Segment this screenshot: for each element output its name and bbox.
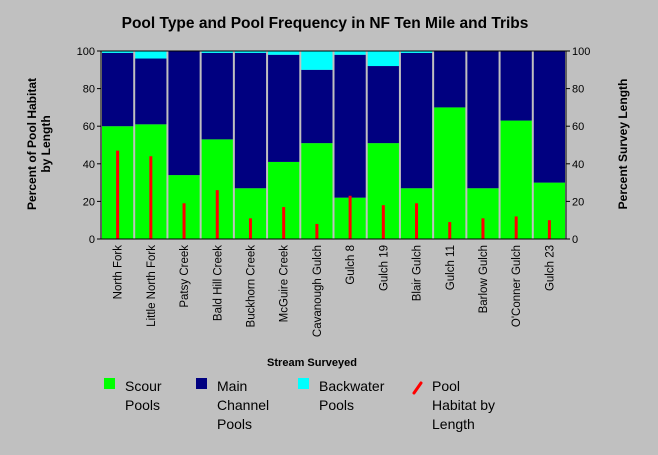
category-label: Gulch 19 xyxy=(378,245,390,291)
right-axis-label: Percent Survey Length xyxy=(616,79,630,210)
main-channel-pools-bar xyxy=(367,66,399,144)
category-label: Gulch 11 xyxy=(445,245,457,290)
left-axis-label-line1: Percent of Pool Habitat xyxy=(25,78,39,210)
backwater-pools-bar xyxy=(234,51,267,53)
legend-label: Channel xyxy=(217,397,269,413)
left-tick-label: 40 xyxy=(83,159,95,171)
main-channel-pools-bar xyxy=(135,58,167,125)
category-label: Barlow Gulch xyxy=(478,245,490,313)
category-label: Gulch 8 xyxy=(345,245,357,285)
main-channel-pools-bar xyxy=(168,51,200,176)
x-axis-label: Stream Surveyed xyxy=(267,357,357,369)
right-tick-label: 80 xyxy=(572,84,584,96)
legend-item: Scour Pools xyxy=(104,378,162,413)
legend-label: Pools xyxy=(125,397,160,413)
left-tick-label: 60 xyxy=(83,121,95,133)
main-channel-pools-bar xyxy=(301,69,333,144)
backwater-pools-bar xyxy=(400,51,433,53)
left-tick-label: 20 xyxy=(83,196,95,208)
category-label: Cavanough Gulch xyxy=(312,245,324,337)
category-label: O'Conner Gulch xyxy=(511,245,523,327)
backwater-pools-bar xyxy=(201,51,233,53)
category-label: Patsy Creek xyxy=(179,245,191,308)
legend-item: Pool Habitat by Length xyxy=(412,378,495,432)
backwater-pools-bar xyxy=(334,51,366,55)
plot-frame xyxy=(100,50,567,240)
category-label: Blair Gulch xyxy=(412,245,424,301)
legend-label: Pools xyxy=(217,416,252,432)
right-tick-label: 40 xyxy=(572,159,584,171)
main-channel-pools-bar xyxy=(467,51,499,189)
right-tick-label: 0 xyxy=(572,234,578,246)
main-channel-pools-bar xyxy=(400,52,433,189)
legend-label: Habitat by xyxy=(432,397,495,413)
category-label: Bald Hill Creek xyxy=(212,245,224,321)
main-channel-pools-bar xyxy=(101,52,134,127)
category-label: North Fork xyxy=(113,245,125,300)
left-tick-label: 0 xyxy=(89,234,95,246)
main-channel-pools-bar xyxy=(434,51,466,108)
legend-label: Scour xyxy=(125,378,162,394)
legend-label: Length xyxy=(432,416,475,432)
main-channel-pools-bar xyxy=(268,54,300,162)
left-axis-label-line2: by Length xyxy=(39,115,53,172)
category-label: McGuire Creek xyxy=(279,245,291,323)
legend: Scour Pools Main Channel Pools Backwater Pools… xyxy=(104,378,495,432)
right-tick-label: 60 xyxy=(572,121,584,133)
green-square-icon xyxy=(104,378,115,389)
backwater-pools-bar xyxy=(268,51,300,55)
bars-layer xyxy=(101,51,566,240)
backwater-pools-bar xyxy=(367,51,399,67)
left-tick-label: 80 xyxy=(83,84,95,96)
category-label: Gulch 23 xyxy=(544,245,556,291)
main-channel-pools-bar xyxy=(234,52,267,189)
red-line-icon xyxy=(412,381,423,395)
main-channel-pools-bar xyxy=(334,54,366,198)
main-channel-pools-bar xyxy=(500,51,532,121)
legend-item: Main Channel Pools xyxy=(196,378,269,432)
scour-pools-bar xyxy=(434,107,466,240)
legend-label: Backwater xyxy=(319,378,385,394)
cyan-square-icon xyxy=(298,378,309,389)
left-tick-label: 100 xyxy=(77,46,95,58)
legend-label: Pool xyxy=(432,378,460,394)
category-label: Little North Fork xyxy=(146,245,158,327)
legend-label: Main xyxy=(217,378,247,394)
legend-item: Backwater Pools xyxy=(298,378,385,413)
backwater-pools-bar xyxy=(301,51,333,70)
right-tick-label: 20 xyxy=(572,196,584,208)
navy-square-icon xyxy=(196,378,207,389)
scour-pools-bar xyxy=(301,143,333,239)
category-label: Buckhorn Creek xyxy=(245,245,257,328)
legend-label: Pools xyxy=(319,397,354,413)
main-channel-pools-bar xyxy=(201,52,233,140)
main-channel-pools-bar xyxy=(533,51,566,183)
right-tick-label: 100 xyxy=(572,46,590,58)
backwater-pools-bar xyxy=(135,51,167,59)
chart-title: Pool Type and Pool Frequency in NF Ten M… xyxy=(122,15,529,32)
backwater-pools-bar xyxy=(101,51,134,53)
axes-layer: North Fork Little North Fork Patsy Creek Ba… xyxy=(77,46,591,337)
